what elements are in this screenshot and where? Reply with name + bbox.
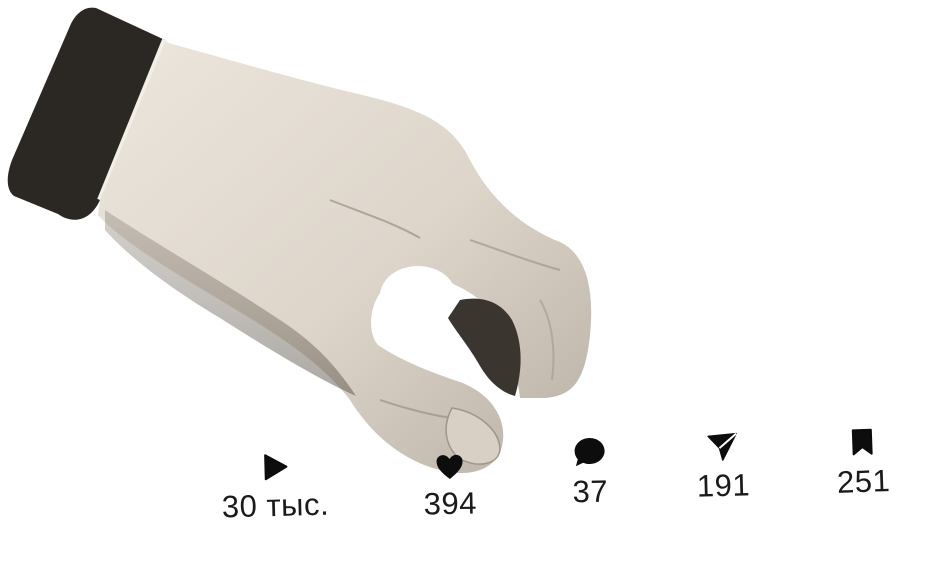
saves-count: 251 bbox=[836, 463, 891, 500]
saves-stat[interactable]: 251 bbox=[819, 427, 907, 502]
hand-shape bbox=[98, 42, 592, 473]
comments-count: 37 bbox=[572, 473, 609, 510]
likes-stat[interactable]: 394 bbox=[399, 451, 500, 523]
comments-stat[interactable]: 37 bbox=[549, 435, 630, 510]
bookmark-icon bbox=[851, 428, 873, 456]
sleeve-cuff bbox=[7, 7, 165, 220]
shares-count: 191 bbox=[696, 467, 751, 504]
views-count: 30 тыс. bbox=[221, 486, 330, 525]
comment-icon bbox=[574, 438, 605, 467]
shares-stat[interactable]: 191 bbox=[679, 431, 767, 505]
likes-count: 394 bbox=[423, 485, 478, 522]
views-stat[interactable]: 30 тыс. bbox=[204, 450, 346, 526]
curled-fingers bbox=[448, 298, 521, 396]
send-icon bbox=[707, 432, 737, 461]
play-icon bbox=[264, 454, 288, 481]
heart-icon bbox=[436, 454, 463, 480]
